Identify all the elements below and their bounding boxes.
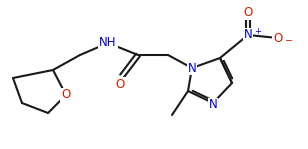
Text: NH: NH xyxy=(99,37,117,49)
Text: N: N xyxy=(209,98,217,111)
Text: O: O xyxy=(243,7,253,20)
Text: O: O xyxy=(61,89,71,101)
Text: O: O xyxy=(274,31,283,45)
Text: N: N xyxy=(244,28,252,42)
Text: −: − xyxy=(285,36,293,46)
Text: O: O xyxy=(116,77,125,90)
Text: N: N xyxy=(188,62,197,74)
Text: +: + xyxy=(254,27,261,35)
